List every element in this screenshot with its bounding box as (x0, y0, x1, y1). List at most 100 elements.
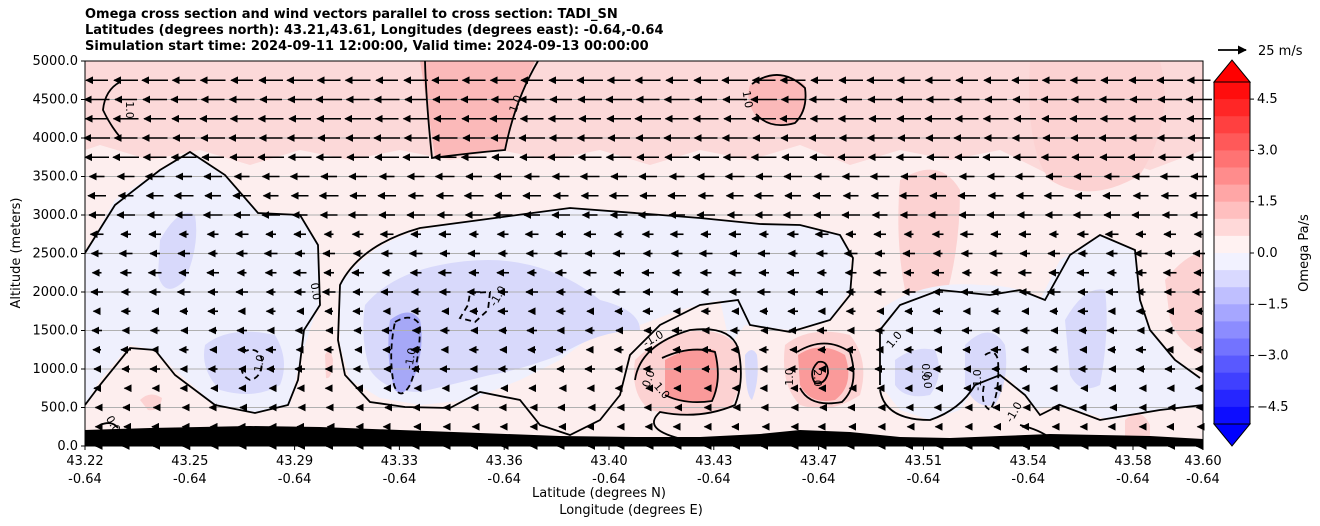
contour-label: 1.0 (507, 93, 525, 114)
colorbar-tick-label: 3.0 (1257, 143, 1278, 158)
x-tick-label-longitude: -0.64 (592, 472, 626, 487)
title-line-1: Omega cross section and wind vectors par… (85, 7, 618, 22)
colorbar-level (1214, 201, 1250, 220)
x-tick-label-latitude: 43.29 (276, 454, 313, 469)
contour-label: 0.0 (921, 371, 934, 389)
contour-label: 2.0 (811, 369, 824, 387)
x-tick-label-latitude: 43.43 (695, 454, 732, 469)
y-tick-label: 2500.0 (33, 247, 79, 262)
colorbar-label: Omega Pa/s (1297, 214, 1312, 292)
colorbar-level (1214, 304, 1250, 322)
contour-label: 0.0 (308, 282, 324, 301)
colorbar-tick-label: 1.5 (1257, 195, 1278, 210)
y-axis: 0.0 500.0 1000.0 1500.0 2000.0 2500.0 3000.0 35… (33, 54, 85, 454)
omega-positive-region (1125, 413, 1150, 440)
negative-contour-lines (240, 291, 1000, 412)
x-axis-label-latitude: Latitude (degrees N) (532, 486, 666, 501)
omega-positive-region (898, 169, 960, 306)
colorbar-level (1214, 355, 1250, 374)
colorbar-level (1214, 184, 1250, 203)
omega-negative-region (363, 260, 640, 392)
contour-line-1 (102, 81, 121, 138)
omega-positive-region (798, 347, 849, 401)
colorbar-level (1214, 253, 1250, 271)
colorbar-tick-label: 4.5 (1257, 92, 1278, 107)
x-tick-label-latitude: 43.54 (1010, 454, 1047, 469)
colorbar-level (1214, 389, 1250, 408)
x-tick-label-longitude: -0.64 (173, 472, 207, 487)
y-tick-label: 500.0 (41, 401, 78, 416)
x-tick-label-latitude: 43.60 (1184, 454, 1221, 469)
x-tick-label-latitude: 43.25 (171, 454, 208, 469)
quiver-key-label: 25 m/s (1258, 44, 1303, 59)
contour-label: 0.0 (640, 368, 658, 389)
y-tick-label: 4000.0 (33, 131, 79, 146)
contour-label: -1.0 (971, 369, 984, 390)
contour-line-neg1 (240, 348, 263, 381)
colorbar-level (1214, 235, 1250, 254)
colorbar-level (1214, 287, 1250, 305)
contour-label: 1.0 (252, 354, 268, 373)
x-tick-label-longitude: -0.64 (278, 472, 312, 487)
omega-positive-region (420, 61, 535, 157)
wind-vectors (83, 76, 1212, 450)
y-tick-label: 2000.0 (33, 285, 79, 300)
title-line-3: Simulation start time: 2024-09-11 12:00:… (85, 39, 649, 54)
contour-line-1 (661, 348, 719, 404)
colorbar-level (1214, 338, 1250, 357)
y-tick-label: 1000.0 (33, 362, 79, 377)
x-tick-label-longitude: -0.64 (697, 472, 731, 487)
contour-line-neg1 (458, 291, 492, 323)
contour-label: -1.0 (402, 347, 419, 370)
omega-negative-region (204, 331, 284, 394)
y-axis-label: Altitude (meters) (9, 198, 24, 309)
colorbar-level (1214, 270, 1250, 288)
y-tick-label: 5000.0 (33, 54, 79, 69)
x-tick-label-latitude: 43.22 (66, 454, 103, 469)
contour-label: 1.0 (740, 90, 756, 109)
x-axis: 43.22 -0.64 43.25 -0.64 43.29 -0.64 43.33 -0.64… (66, 446, 1222, 487)
contour-line-0 (337, 207, 854, 436)
y-tick-label: 0.0 (57, 439, 78, 454)
x-tick-label-longitude: -0.64 (802, 472, 836, 487)
colorbar-level (1214, 150, 1250, 168)
colorbar-tick-label: −4.5 (1257, 400, 1289, 415)
x-tick-label-longitude: -0.64 (1011, 472, 1045, 487)
contour-label: 1.0 (783, 368, 796, 386)
x-tick-label-latitude: 43.51 (905, 454, 942, 469)
x-tick-label-longitude: -0.64 (1186, 472, 1220, 487)
colorbar-level (1214, 167, 1250, 186)
colorbar-level (1214, 116, 1250, 134)
colorbar-extend-max (1212, 59, 1252, 83)
x-tick-label-latitude: 43.58 (1114, 454, 1151, 469)
colorbar-tick-label: −1.5 (1257, 297, 1289, 312)
contour-line-neg1 (981, 351, 1000, 412)
contour-line-1 (751, 74, 807, 126)
colorbar-extend-min (1212, 423, 1252, 447)
colorbar-level (1214, 321, 1250, 339)
x-tick-label-longitude: -0.64 (68, 472, 102, 487)
colorbar: 4.5 3.0 1.5 0.0 −1.5 −3.0 −4.5 (1212, 59, 1289, 447)
y-tick-label: 3500.0 (33, 170, 79, 185)
colorbar-level (1214, 99, 1250, 117)
contour-label: 1.0 (123, 101, 136, 119)
x-tick-label-latitude: 43.36 (486, 454, 523, 469)
x-tick-label-longitude: -0.64 (487, 472, 521, 487)
contour-line-neg1 (390, 316, 421, 395)
colorbar-level (1214, 82, 1250, 100)
contour-line-2 (811, 360, 829, 385)
colorbar-tick-label: −3.0 (1257, 349, 1289, 364)
colorbar-level (1214, 406, 1250, 425)
colorbar-tick-label: 0.0 (1257, 246, 1278, 261)
x-tick-label-longitude: -0.64 (1116, 472, 1150, 487)
x-tick-label-latitude: 43.33 (381, 454, 418, 469)
colorbar-level (1214, 133, 1250, 151)
omega-negative-region (745, 350, 758, 400)
x-axis-label-longitude: Longitude (degrees E) (559, 503, 703, 518)
contour-label: 0.0 (919, 363, 932, 381)
chart-title: Omega cross section and wind vectors par… (85, 7, 664, 55)
y-tick-label: 4500.0 (33, 93, 79, 108)
contour-line-1 (796, 342, 855, 405)
contour-line-0 (634, 328, 742, 441)
